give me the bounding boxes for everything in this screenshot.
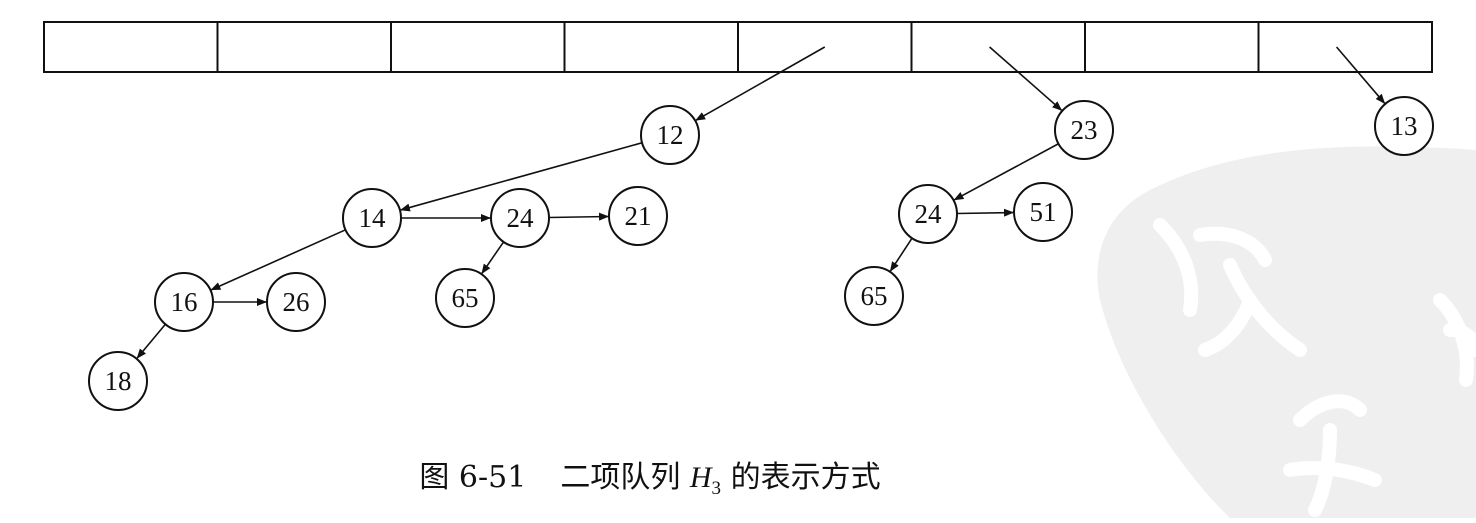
queue-variable-name: H [689, 461, 712, 494]
node-circle [1013, 182, 1073, 242]
tree-node: 26 [266, 272, 326, 332]
tree-node: 21 [608, 186, 668, 246]
figure-number: 图 6-51 [419, 460, 527, 495]
node-label: 16 [171, 287, 198, 317]
node-circle [88, 351, 148, 411]
node-label: 65 [861, 281, 888, 311]
watermark-seal [1097, 146, 1476, 519]
child-edge [889, 237, 913, 272]
node-label: 13 [1391, 111, 1418, 141]
node-circle [844, 266, 904, 326]
child-edge [953, 143, 1059, 201]
figure-title-suffix: 的表示方式 [730, 460, 881, 495]
node-circle [435, 268, 495, 328]
node-label: 65 [452, 283, 479, 313]
node-circle [154, 272, 214, 332]
tree-node: 16 [154, 272, 214, 332]
root-pointer-13 [1335, 46, 1386, 104]
node-label: 24 [915, 199, 943, 229]
node-label: 23 [1071, 115, 1098, 145]
array-cell [1257, 21, 1433, 73]
node-circle [490, 188, 550, 248]
sibling-edge [548, 212, 610, 221]
node-circle [608, 186, 668, 246]
node-circle [1054, 100, 1114, 160]
tree-node: 13 [1374, 96, 1434, 156]
node-circle [640, 105, 700, 165]
node-circle [1374, 96, 1434, 156]
root-pointer-12 [695, 46, 826, 121]
tree-node: 23 [1054, 100, 1114, 160]
tree-node: 24 [898, 184, 958, 244]
node-label: 24 [507, 203, 535, 233]
node-label: 12 [657, 120, 684, 150]
queue-variable: H3 [689, 461, 721, 499]
tree-node: 18 [88, 351, 148, 411]
figure-caption: 图 6-51 二项队列 H3 的表示方式 [0, 452, 1300, 500]
node-label: 18 [105, 366, 132, 396]
root-pointer-23 [989, 46, 1063, 111]
tree-node: 14 [342, 188, 402, 248]
sibling-edge [956, 208, 1015, 217]
node-label: 21 [625, 201, 652, 231]
tree-node: 12 [640, 105, 700, 165]
node-label: 14 [359, 203, 387, 233]
tree-node: 65 [844, 266, 904, 326]
tree-node: 65 [435, 268, 495, 328]
queue-variable-subscript: 3 [711, 478, 722, 499]
child-edge [481, 241, 505, 275]
node-label: 26 [283, 287, 310, 317]
node-circle [898, 184, 958, 244]
child-edge [136, 323, 167, 359]
child-edge [399, 142, 643, 212]
node-label: 51 [1030, 197, 1057, 227]
tree-node: 24 [490, 188, 550, 248]
tree-node: 51 [1013, 182, 1073, 242]
child-edge [210, 229, 346, 291]
node-circle [342, 188, 402, 248]
node-circle [266, 272, 326, 332]
figure-title-prefix: 二项队列 [560, 460, 681, 495]
